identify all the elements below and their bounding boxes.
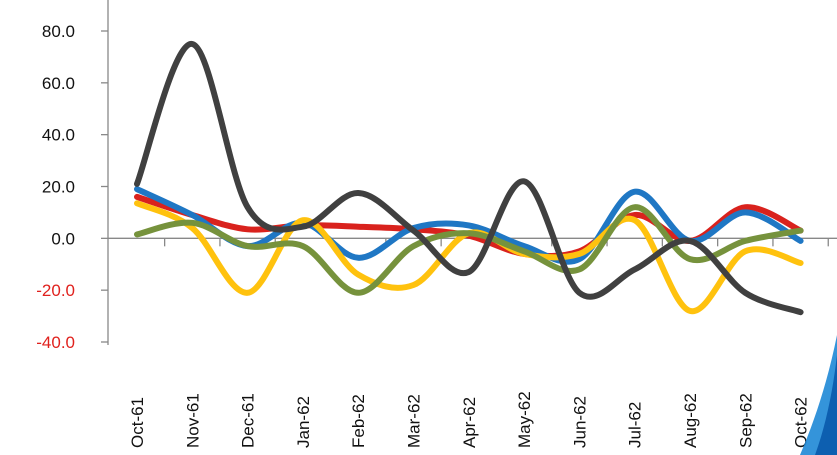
x-tick-label: Oct-61 [128,397,147,448]
x-tick-label: Jun-62 [570,396,589,448]
corner-swoosh-inner [815,355,837,455]
x-tick-label: May-62 [515,391,534,448]
x-tick-label: Jan-62 [294,396,313,448]
x-tick-label: Nov-61 [183,393,202,448]
corner-decoration [800,335,837,455]
y-tick-label: -20.0 [36,281,75,300]
series-line-5 [134,41,804,316]
x-tick-label: Oct-62 [792,397,811,448]
x-tick-label: Mar-62 [405,394,424,448]
y-tick-label: 20.0 [42,178,75,197]
x-tick-labels: Oct-61 Nov-61 Dec-61 Jan-62 Feb-62 Mar-62 Apr-… [128,391,811,448]
y-tick-label: 80.0 [42,22,75,41]
x-tick-label: Aug-62 [681,393,700,448]
x-tick-label: Apr-62 [460,397,479,448]
x-tick-label: Dec-61 [239,393,258,448]
y-axis: 80.0 60.0 40.0 20.0 0.0 -20.0 -40.0 [36,0,109,352]
x-tick-label: Jul-62 [626,402,645,448]
y-tick-label: 40.0 [42,126,75,145]
y-tick-label: 0.0 [51,229,75,248]
x-tick-label: Feb-62 [349,394,368,448]
y-tick-label: -40.0 [36,333,75,352]
x-tick-label: Sep-62 [736,393,755,448]
series-layer [134,41,804,316]
y-tick-label: 60.0 [42,74,75,93]
series-line-4 [134,204,804,296]
